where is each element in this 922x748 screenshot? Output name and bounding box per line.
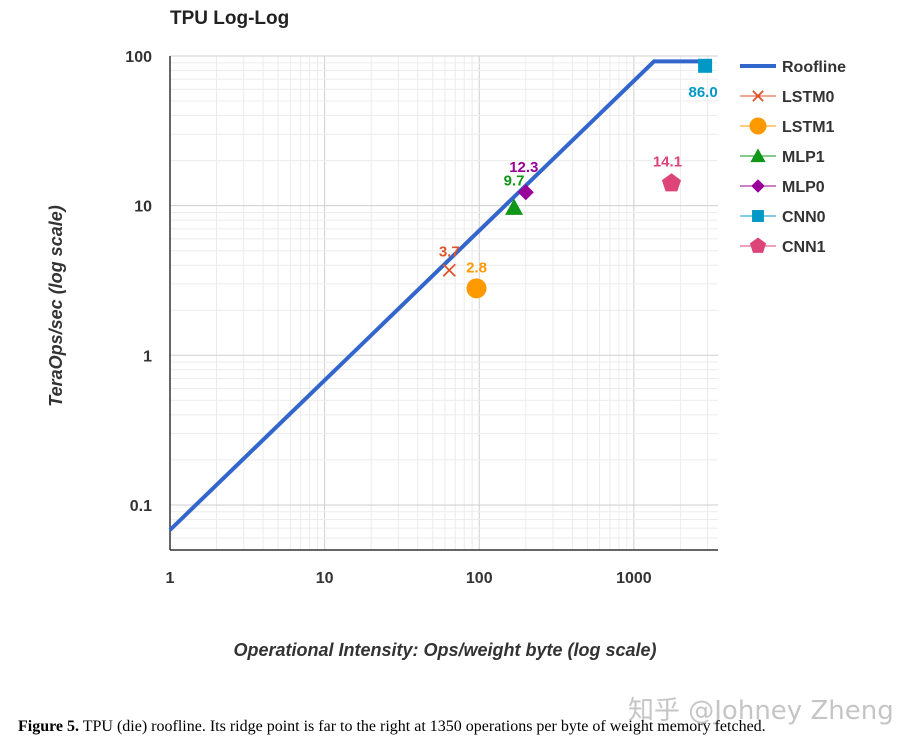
point-cnn0 bbox=[698, 58, 713, 73]
data-label-lstm0: 3.7 bbox=[439, 243, 460, 260]
legend-marker bbox=[751, 179, 765, 193]
legend-label: CNN0 bbox=[782, 209, 826, 226]
roofline-chart: TPU Log-Log 1 10 100 1000 0.1 1 10 100 3.7 2.8 9.… bbox=[46, 8, 846, 660]
legend-entry-roofline: Roofline bbox=[740, 59, 846, 76]
x-tick-label: 1 bbox=[166, 570, 175, 587]
data-label-cnn1: 14.1 bbox=[653, 153, 682, 170]
y-tick-label: 1 bbox=[143, 348, 152, 365]
legend-entry-lstm1: LSTM1 bbox=[740, 117, 835, 136]
point-cnn1 bbox=[661, 173, 681, 192]
data-label-lstm1: 2.8 bbox=[466, 259, 487, 276]
x-tick-label: 1000 bbox=[616, 570, 652, 587]
legend-marker bbox=[749, 117, 767, 135]
x-axis-label: Operational Intensity: Ops/weight byte (… bbox=[233, 640, 656, 660]
data-label-mlp0: 12.3 bbox=[509, 159, 538, 176]
x-tick-label: 10 bbox=[316, 570, 334, 587]
legend-marker bbox=[749, 237, 767, 253]
legend-marker bbox=[752, 210, 764, 222]
point-lstm1 bbox=[466, 278, 487, 299]
roofline-line bbox=[168, 59, 706, 532]
legend-label: LSTM0 bbox=[782, 89, 835, 106]
y-tick-label: 0.1 bbox=[130, 498, 152, 515]
x-tick-label: 100 bbox=[466, 570, 493, 587]
legend-label: MLP0 bbox=[782, 179, 825, 196]
y-tick-label: 10 bbox=[134, 199, 152, 216]
legend-entry-cnn0: CNN0 bbox=[740, 209, 826, 226]
legend-entry-lstm0: LSTM0 bbox=[740, 89, 835, 106]
legend-label: LSTM1 bbox=[782, 119, 835, 136]
legend-marker bbox=[752, 90, 764, 102]
point-mlp1 bbox=[505, 198, 524, 215]
y-tick-label: 100 bbox=[125, 49, 152, 66]
legend-entry-mlp1: MLP1 bbox=[740, 148, 825, 166]
legend-label: MLP1 bbox=[782, 149, 825, 166]
legend-entry-mlp0: MLP0 bbox=[740, 179, 825, 196]
data-label-cnn0: 86.0 bbox=[688, 84, 717, 101]
legend-marker bbox=[750, 148, 766, 163]
y-axis-label: TeraOps/sec (log scale) bbox=[46, 205, 66, 406]
legend-entry-cnn1: CNN1 bbox=[740, 237, 826, 256]
legend-label: Roofline bbox=[782, 59, 846, 76]
figure-caption: Figure 5. TPU (die) roofline. Its ridge … bbox=[18, 718, 908, 736]
point-lstm0 bbox=[442, 263, 456, 277]
roofline-series bbox=[168, 59, 706, 532]
axes: 1 10 100 1000 0.1 1 10 100 bbox=[125, 49, 718, 587]
legend: Roofline LSTM0 LSTM1 MLP1 MLP0 CNN0 CNN1 bbox=[740, 59, 846, 256]
caption-text: TPU (die) roofline. Its ridge point is f… bbox=[79, 718, 766, 735]
watermark: 知乎 @Johney Zheng bbox=[628, 696, 894, 726]
legend-label: CNN1 bbox=[782, 239, 826, 256]
grid-lines bbox=[169, 55, 718, 551]
chart-title: TPU Log-Log bbox=[170, 8, 289, 29]
point-mlp0 bbox=[517, 184, 534, 201]
caption-label: Figure 5. bbox=[18, 718, 80, 735]
data-label-mlp1: 9.7 bbox=[504, 173, 525, 190]
data-points: 3.7 2.8 9.712.3 86.0 14.1 bbox=[439, 58, 718, 299]
